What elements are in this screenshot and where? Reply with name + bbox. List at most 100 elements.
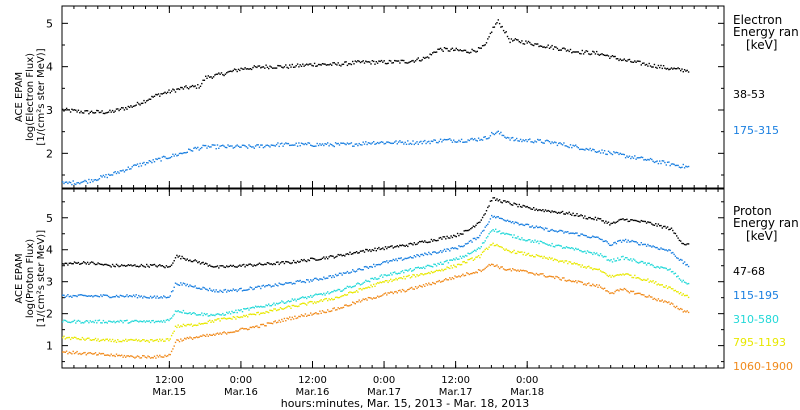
data-point — [396, 292, 398, 294]
data-point — [558, 230, 560, 232]
data-point — [611, 274, 614, 277]
data-point — [586, 218, 589, 220]
data-point — [640, 279, 642, 281]
data-point — [453, 49, 455, 52]
data-point — [136, 297, 139, 299]
data-point — [599, 218, 602, 220]
data-point — [64, 109, 66, 111]
data-point — [266, 322, 269, 324]
data-point — [261, 285, 263, 287]
data-point — [250, 146, 253, 148]
data-point — [140, 165, 143, 167]
data-point — [277, 309, 279, 311]
data-point — [346, 64, 349, 67]
data-point — [143, 339, 145, 341]
data-point — [484, 240, 486, 242]
data-point — [439, 138, 442, 140]
data-point — [534, 140, 536, 142]
data-point — [118, 265, 120, 268]
data-point — [118, 354, 120, 356]
data-point — [589, 284, 591, 287]
data-point — [292, 304, 295, 307]
data-point — [169, 338, 171, 340]
data-point — [151, 264, 153, 266]
data-point — [119, 355, 122, 357]
data-point — [75, 336, 77, 339]
data-point — [660, 224, 662, 227]
data-point — [123, 340, 126, 342]
legend-entry-47-68: 47-68 — [733, 265, 765, 278]
data-point — [542, 209, 544, 211]
data-point — [132, 105, 135, 107]
data-point — [247, 307, 249, 309]
data-point — [67, 109, 69, 111]
data-point — [460, 233, 463, 235]
data-point — [63, 351, 65, 353]
data-point — [193, 260, 195, 262]
data-point — [310, 300, 312, 303]
data-point — [512, 204, 514, 206]
data-point — [582, 283, 585, 286]
data-point — [207, 315, 209, 317]
data-point — [374, 277, 376, 279]
data-point — [426, 264, 429, 267]
data-point — [340, 272, 342, 275]
data-point — [568, 247, 570, 249]
data-point — [320, 64, 322, 66]
data-point — [513, 222, 515, 225]
data-point — [105, 174, 107, 176]
data-point — [387, 246, 389, 248]
data-point — [592, 218, 594, 220]
data-point — [264, 67, 266, 69]
data-point — [311, 64, 313, 67]
data-point — [487, 223, 489, 225]
data-point — [572, 144, 574, 147]
data-point — [628, 259, 631, 261]
data-point — [92, 353, 94, 355]
data-point — [508, 137, 510, 139]
data-point — [193, 286, 195, 288]
legend-entry-1060-1900: 1060-1900 — [733, 360, 793, 373]
data-point — [470, 228, 472, 230]
data-point — [197, 324, 199, 326]
data-point — [63, 319, 65, 321]
data-point — [344, 61, 346, 63]
data-point — [202, 79, 204, 81]
x-tick-label-time: 12:00 — [298, 375, 327, 386]
data-point — [538, 255, 540, 257]
data-point — [366, 266, 368, 268]
data-point — [405, 290, 408, 292]
data-point — [470, 252, 472, 255]
data-point — [274, 308, 276, 310]
data-point — [302, 143, 304, 145]
data-point — [199, 147, 202, 150]
data-point — [476, 236, 478, 239]
data-point — [260, 67, 262, 69]
data-point — [620, 256, 623, 258]
data-point — [383, 274, 385, 276]
data-point — [206, 77, 208, 79]
data-point — [506, 219, 509, 221]
data-point — [212, 76, 215, 78]
data-point — [223, 145, 225, 147]
data-point — [256, 286, 258, 288]
data-point — [451, 236, 454, 239]
data-point — [173, 345, 175, 347]
data-point — [416, 274, 418, 276]
data-point — [661, 284, 663, 286]
data-point — [400, 277, 402, 279]
data-point — [172, 153, 174, 155]
data-point — [331, 291, 333, 293]
data-point — [216, 313, 219, 315]
data-point — [416, 243, 418, 245]
data-point — [401, 244, 404, 246]
y-tick-label-electron: 5 — [46, 17, 53, 30]
data-point — [640, 219, 642, 222]
data-point — [526, 223, 528, 225]
data-point — [504, 269, 506, 271]
data-point — [466, 261, 468, 264]
data-point — [677, 275, 679, 277]
data-point — [454, 141, 456, 143]
data-point — [501, 25, 503, 28]
data-point — [338, 254, 341, 256]
